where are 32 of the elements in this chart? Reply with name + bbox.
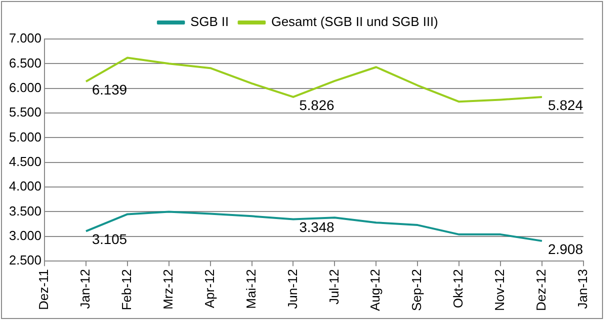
x-tick-label: Dez-11 xyxy=(36,269,52,310)
data-label: 3.105 xyxy=(92,231,128,248)
data-label: 2.908 xyxy=(548,240,584,257)
x-tick-label: Okt-12 xyxy=(450,269,466,308)
data-label: 5.824 xyxy=(548,96,584,113)
x-tick-label: Apr-12 xyxy=(202,269,217,308)
data-label: 6.139 xyxy=(92,81,128,98)
legend-label: Gesamt (SGB II und SGB III) xyxy=(271,14,438,30)
x-tick-label: Jan-13 xyxy=(574,269,590,309)
x-tick-label: Jul-12 xyxy=(326,269,342,304)
x-tick-label: Aug-12 xyxy=(368,269,383,311)
y-tick-label: 6.500 xyxy=(8,55,42,70)
x-tick-label: Dez-12 xyxy=(534,269,549,311)
x-tick-label: Jan-12 xyxy=(78,269,93,309)
y-tick-label: 5.000 xyxy=(8,129,42,144)
x-tick-label: Mrz-12 xyxy=(160,269,176,310)
x-tick-label: Jun-12 xyxy=(284,269,300,309)
y-tick-label: 3.000 xyxy=(8,228,42,243)
legend-label: SGB II xyxy=(190,14,229,30)
y-tick-label: 2.500 xyxy=(8,252,42,268)
x-tick-label: Mai-12 xyxy=(243,269,258,309)
x-tick-label: Nov-12 xyxy=(492,269,508,311)
y-tick-label: 4.000 xyxy=(8,178,42,194)
y-tick-label: 7.000 xyxy=(8,30,42,46)
y-tick-label: 5.500 xyxy=(8,104,42,120)
x-tick-label: Sep-12 xyxy=(409,269,424,311)
y-tick-label: 4.500 xyxy=(8,154,42,169)
data-label: 3.348 xyxy=(299,219,334,236)
y-tick-label: 6.000 xyxy=(8,80,42,95)
x-tick-label: Feb-12 xyxy=(119,269,134,310)
y-tick-label: 3.500 xyxy=(8,203,42,218)
data-label: 5.826 xyxy=(299,96,334,113)
